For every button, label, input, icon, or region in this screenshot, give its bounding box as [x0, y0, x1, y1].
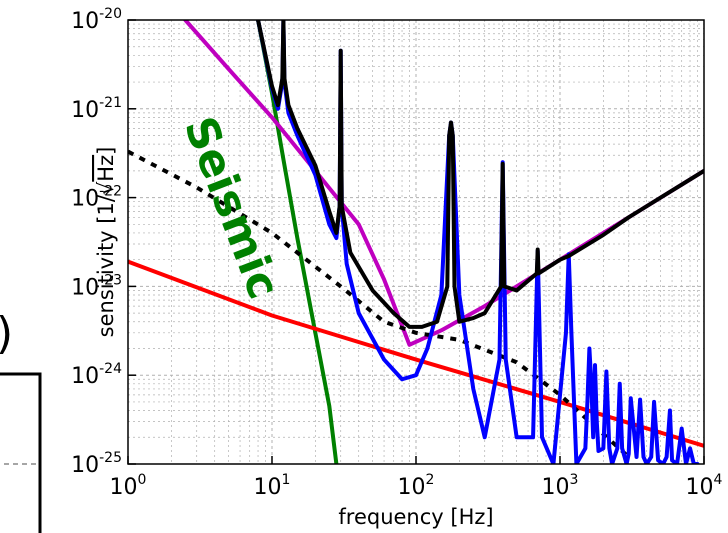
x-ticks: 100 101 102 103 104 [110, 456, 723, 500]
y-axis-label-radical: √ [94, 181, 118, 195]
y-tick-label: 10-21 [71, 95, 122, 123]
y-tick-label: 10-23 [71, 272, 122, 300]
y-axis-label-prefix: sensitivity [1/ [94, 194, 118, 337]
x-tick-label: 102 [398, 472, 435, 500]
series-line-5 [256, 20, 700, 464]
y-axis-label-suffix: ] [94, 147, 118, 155]
y-tick-label: 10-24 [71, 361, 122, 389]
x-tick-label: 100 [110, 472, 147, 500]
y-tick-label: 10-22 [71, 184, 122, 212]
svg-text:sensitivity [1/√Hz]: sensitivity [1/√Hz] [94, 147, 118, 338]
x-tick-label: 103 [542, 472, 579, 500]
background-fragment: ) [0, 308, 42, 533]
x-axis-label: frequency [Hz] [338, 505, 493, 529]
y-ticks: 10-20 10-21 10-22 10-23 10-24 10-25 [71, 6, 136, 478]
series-line-4 [128, 149, 631, 459]
series-line-6 [256, 20, 704, 329]
x-tick-label: 104 [686, 472, 723, 500]
x-tick-label: 101 [254, 472, 291, 500]
y-axis-label-radicand: Hz [94, 155, 118, 182]
series-layer [128, 20, 704, 464]
y-tick-label: 10-20 [71, 6, 122, 34]
svg-text:): ) [0, 308, 13, 359]
y-axis-label: sensitivity [1/√Hz] [94, 147, 118, 338]
y-tick-label: 10-25 [71, 450, 122, 478]
